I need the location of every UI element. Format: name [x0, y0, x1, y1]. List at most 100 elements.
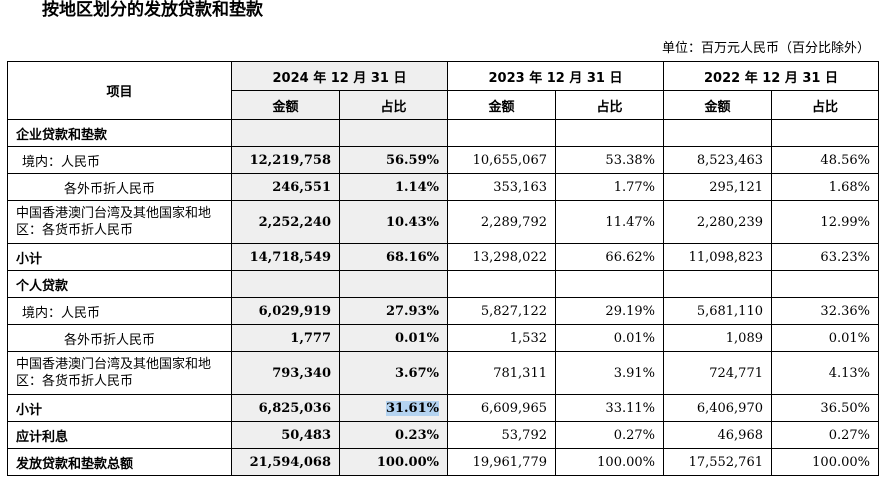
table-row: 应计利息 50,483 0.23% 53,792 0.27% 46,968 0.27%: [7, 421, 879, 449]
amount-cell: 2,280,239: [663, 200, 772, 244]
row-label: 各外币折人民币: [7, 324, 232, 352]
amount-cell: 6,406,970: [663, 394, 772, 422]
amount-cell: 1,777: [231, 324, 340, 352]
ratio-cell: 0.23%: [339, 421, 448, 449]
ratio-cell: 68.16%: [339, 243, 448, 271]
row-label: 境内：人民币: [7, 146, 232, 174]
row-label: 个人贷款: [7, 270, 232, 298]
header-period-2022: 2022 年 12 月 31 日: [663, 61, 879, 91]
amount-cell: 10,655,067: [447, 146, 556, 174]
ratio-cell: 100.00%: [339, 448, 448, 476]
highlighted-value: 31.61%: [385, 400, 439, 416]
empty-cell: [771, 119, 879, 147]
amount-cell: 295,121: [663, 173, 772, 201]
ratio-cell: 12.99%: [771, 200, 879, 244]
row-label: 各外币折人民币: [7, 173, 232, 201]
table-row: 境内：人民币 12,219,758 56.59% 10,655,067 53.38% 8,…: [7, 146, 879, 174]
empty-cell: [339, 119, 448, 147]
empty-cell: [663, 270, 772, 298]
empty-cell: [231, 119, 340, 147]
table-row: 境内：人民币 6,029,919 27.93% 5,827,122 29.19% 5,68…: [7, 297, 879, 325]
ratio-cell: 0.27%: [771, 421, 879, 449]
ratio-cell: 66.62%: [555, 243, 664, 271]
empty-cell: [663, 119, 772, 147]
amount-cell: 46,968: [663, 421, 772, 449]
table-row: 企业贷款和垫款: [7, 119, 879, 147]
header-amount: 金额: [447, 90, 556, 120]
ratio-cell: 31.61%: [339, 394, 448, 422]
ratio-cell: 29.19%: [555, 297, 664, 325]
amount-cell: 5,681,110: [663, 297, 772, 325]
ratio-cell: 4.13%: [771, 351, 879, 395]
amount-cell: 2,289,792: [447, 200, 556, 244]
ratio-cell: 3.91%: [555, 351, 664, 395]
page-title: 按地区划分的发放贷款和垫款: [42, 0, 263, 20]
row-label: 中国香港澳门台湾及其他国家和地区：各货币折人民币: [7, 200, 232, 244]
header-item: 项目: [7, 61, 232, 120]
amount-cell: 6,029,919: [231, 297, 340, 325]
empty-cell: [555, 270, 664, 298]
header-amount: 金额: [663, 90, 772, 120]
row-label: 中国香港澳门台湾及其他国家和地区：各货币折人民币: [7, 351, 232, 395]
ratio-cell: 10.43%: [339, 200, 448, 244]
table-row: 各外币折人民币 246,551 1.14% 353,163 1.77% 295,121 1.…: [7, 173, 879, 201]
row-label: 企业贷款和垫款: [7, 119, 232, 147]
row-label: 发放贷款和垫款总额: [7, 448, 232, 476]
amount-cell: 793,340: [231, 351, 340, 395]
header-period-2024: 2024 年 12 月 31 日: [231, 61, 448, 91]
empty-cell: [555, 119, 664, 147]
table-row: 小计 6,825,036 31.61% 6,609,965 33.11% 6,406,97…: [7, 394, 879, 422]
row-label: 境内：人民币: [7, 297, 232, 325]
ratio-cell: 48.56%: [771, 146, 879, 174]
table-row: 个人贷款: [7, 270, 879, 298]
ratio-cell: 32.36%: [771, 297, 879, 325]
ratio-cell: 100.00%: [555, 448, 664, 476]
header-ratio: 占比: [555, 90, 664, 120]
amount-cell: 17,552,761: [663, 448, 772, 476]
row-label: 应计利息: [7, 421, 232, 449]
ratio-cell: 3.67%: [339, 351, 448, 395]
amount-cell: 11,098,823: [663, 243, 772, 271]
ratio-cell: 53.38%: [555, 146, 664, 174]
amount-cell: 2,252,240: [231, 200, 340, 244]
empty-cell: [231, 270, 340, 298]
header-period-2023: 2023 年 12 月 31 日: [447, 61, 664, 91]
ratio-cell: 33.11%: [555, 394, 664, 422]
unit-note: 单位：百万元人民币（百分比除外）: [661, 41, 870, 56]
ratio-cell: 100.00%: [771, 448, 879, 476]
ratio-cell: 11.47%: [555, 200, 664, 244]
ratio-cell: 1.14%: [339, 173, 448, 201]
ratio-cell: 0.01%: [555, 324, 664, 352]
empty-cell: [339, 270, 448, 298]
table-row: 小计 14,718,549 68.16% 13,298,022 66.62% 11,098…: [7, 243, 879, 271]
ratio-cell: 63.23%: [771, 243, 879, 271]
ratio-cell: 27.93%: [339, 297, 448, 325]
amount-cell: 50,483: [231, 421, 340, 449]
amount-cell: 6,825,036: [231, 394, 340, 422]
header-ratio: 占比: [339, 90, 448, 120]
amount-cell: 14,718,549: [231, 243, 340, 271]
amount-cell: 246,551: [231, 173, 340, 201]
amount-cell: 8,523,463: [663, 146, 772, 174]
ratio-cell: 0.01%: [339, 324, 448, 352]
amount-cell: 21,594,068: [231, 448, 340, 476]
amount-cell: 724,771: [663, 351, 772, 395]
amount-cell: 13,298,022: [447, 243, 556, 271]
amount-cell: 53,792: [447, 421, 556, 449]
ratio-cell: 36.50%: [771, 394, 879, 422]
amount-cell: 1,089: [663, 324, 772, 352]
amount-cell: 6,609,965: [447, 394, 556, 422]
header-ratio: 占比: [771, 90, 879, 120]
table-row: 中国香港澳门台湾及其他国家和地区：各货币折人民币 2,252,240 10.43% 2…: [7, 200, 879, 244]
empty-cell: [447, 270, 556, 298]
table-row: 中国香港澳门台湾及其他国家和地区：各货币折人民币 793,340 3.67% 781,…: [7, 351, 879, 395]
amount-cell: 353,163: [447, 173, 556, 201]
ratio-cell: 0.01%: [771, 324, 879, 352]
amount-cell: 5,827,122: [447, 297, 556, 325]
amount-cell: 12,219,758: [231, 146, 340, 174]
amount-cell: 19,961,779: [447, 448, 556, 476]
header-amount: 金额: [231, 90, 340, 120]
row-label: 小计: [7, 243, 232, 271]
table-row: 各外币折人民币 1,777 0.01% 1,532 0.01% 1,089 0.01%: [7, 324, 879, 352]
empty-cell: [447, 119, 556, 147]
